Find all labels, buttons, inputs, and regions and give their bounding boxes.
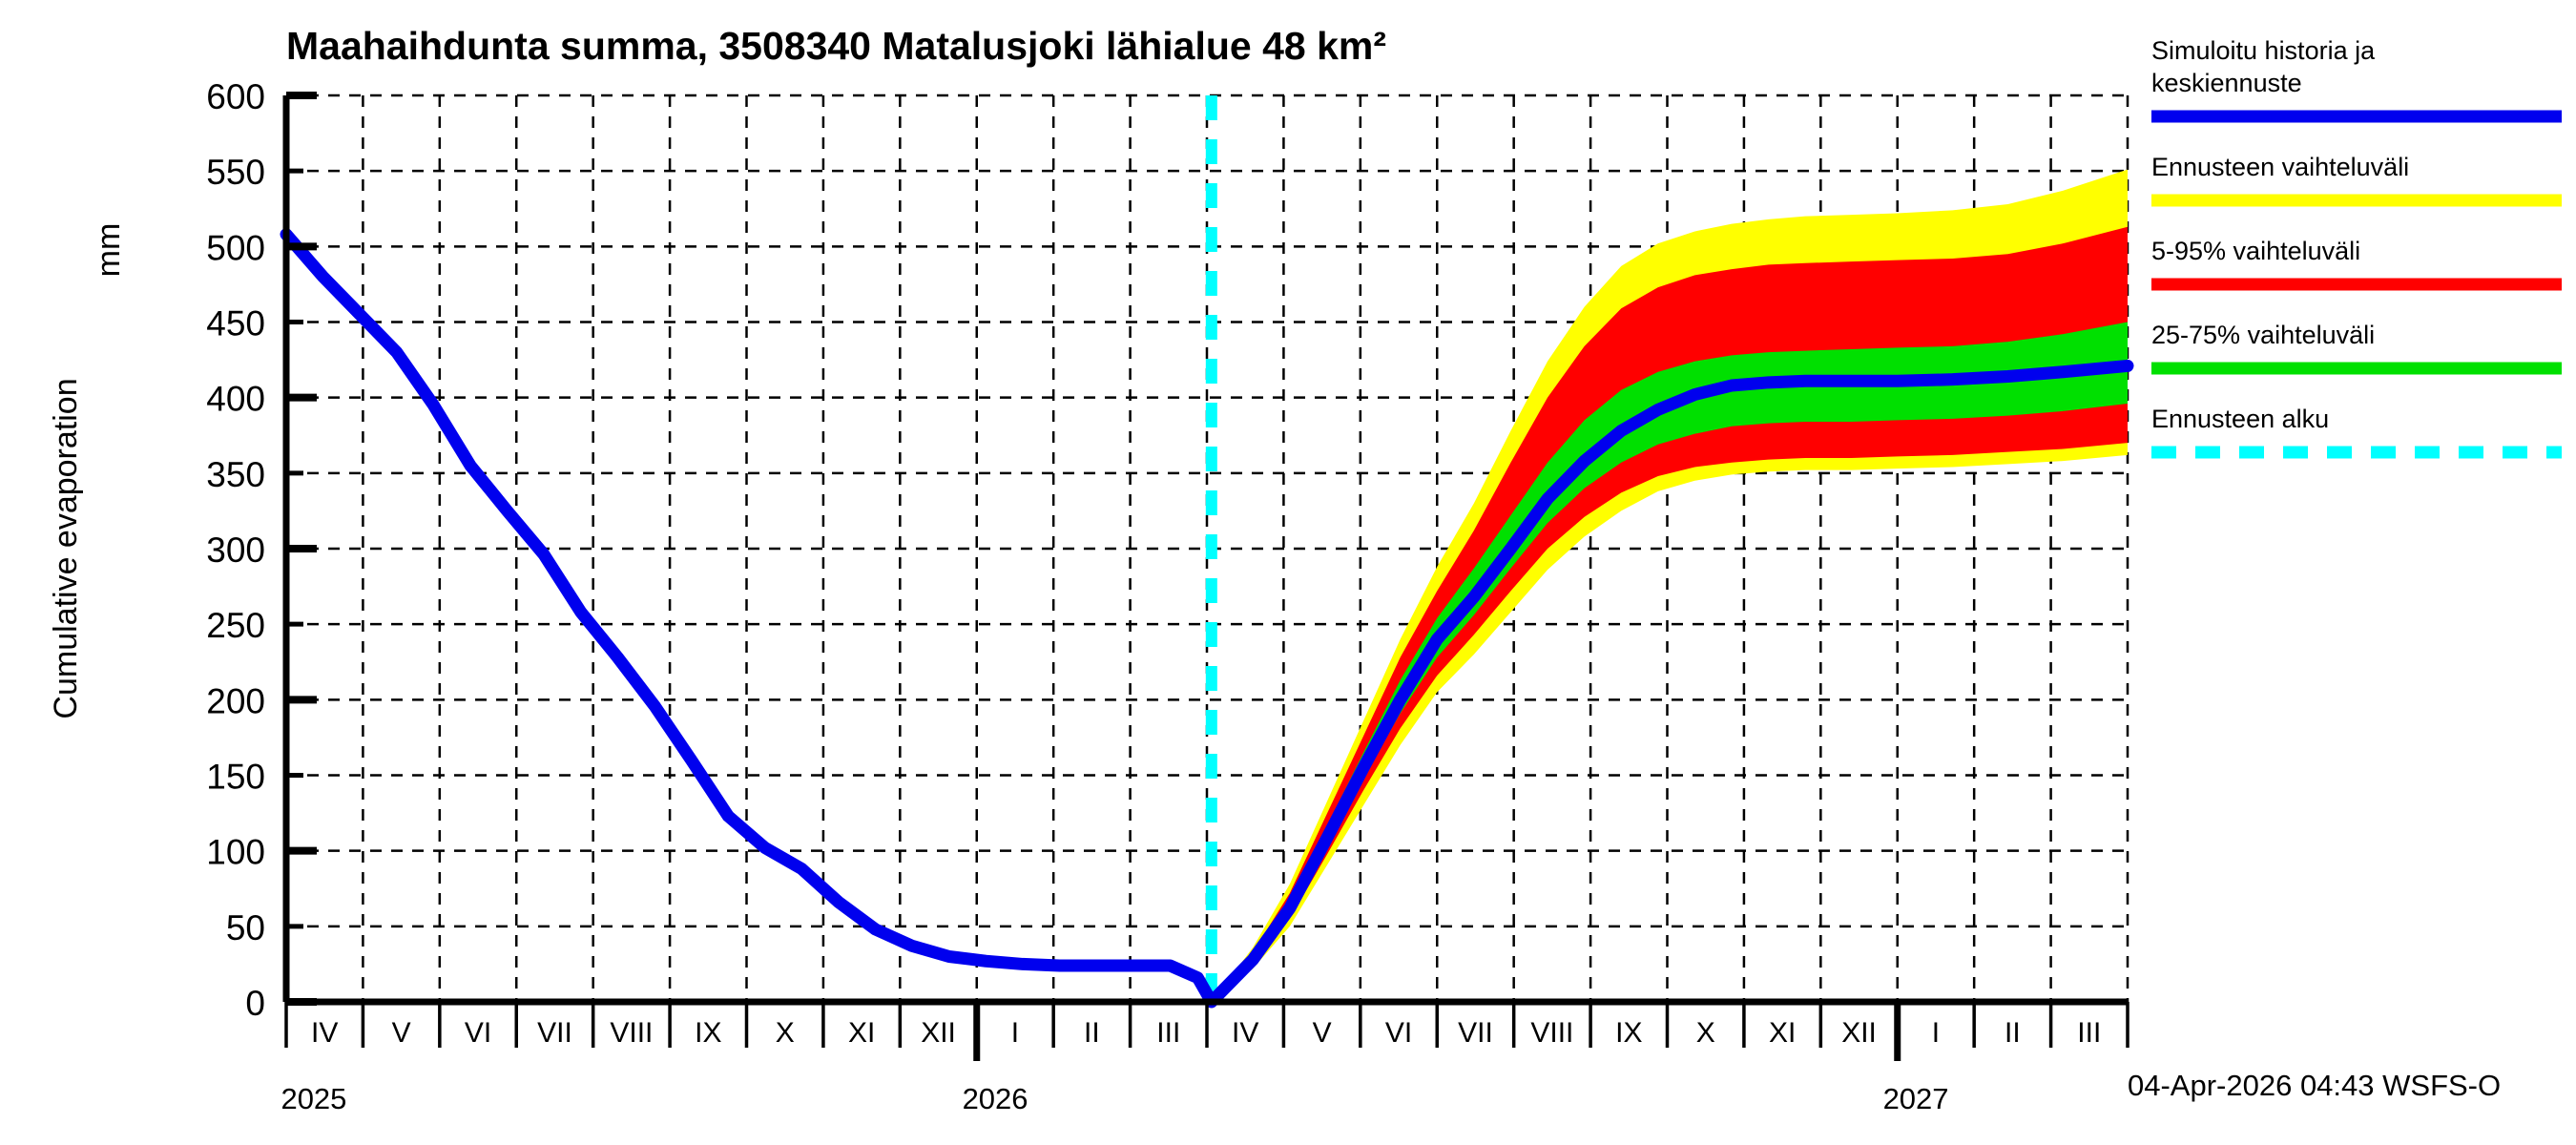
band-range_25_75 (1211, 322, 2128, 1002)
x-month-label: IX (1615, 1017, 1642, 1049)
y-tick-label: 450 (206, 304, 265, 344)
y-axis-unit: mm (91, 223, 127, 278)
x-month-label: XI (848, 1017, 875, 1049)
x-month-label: II (2005, 1017, 2021, 1049)
x-month-label: VI (465, 1017, 491, 1049)
x-month-label: III (1156, 1017, 1180, 1049)
x-month-label: V (1313, 1017, 1332, 1049)
x-month-label: VIII (1530, 1017, 1573, 1049)
y-tick-label: 550 (206, 153, 265, 192)
x-month-label: XI (1769, 1017, 1796, 1049)
y-tick-label: 300 (206, 531, 265, 570)
median-series (280, 228, 2134, 1009)
y-tick-label: 350 (206, 455, 265, 494)
x-month-label: X (776, 1017, 795, 1049)
x-year-label: 2026 (963, 1082, 1028, 1115)
band-range_5_95 (1211, 226, 2128, 1002)
y-tick-label: 0 (245, 984, 265, 1023)
y-tick-label: 200 (206, 681, 265, 720)
y-tick-label: 50 (226, 908, 265, 947)
legend-label-3: 25-75% vaihteluväli (2151, 321, 2375, 349)
x-year-label: 2025 (280, 1082, 346, 1115)
x-axis-ticks: IV V VI VII VIII IX X XI XII I II III IV V VI VII VIII IX… (280, 1002, 2129, 1115)
x-month-label: X (1696, 1017, 1715, 1049)
x-month-label: I (1011, 1017, 1019, 1049)
x-month-label: II (1084, 1017, 1100, 1049)
legend-label-1: Ennusteen vaihteluväli (2151, 153, 2409, 181)
x-month-label: XII (921, 1017, 956, 1049)
series-line-median (280, 228, 2134, 1009)
x-month-label: IV (1232, 1017, 1258, 1049)
y-tick-label: 400 (206, 380, 265, 419)
x-year-label: 2027 (1883, 1082, 1949, 1115)
x-month-label: V (392, 1017, 411, 1049)
x-month-label: IV (311, 1017, 338, 1049)
x-month-label: XII (1841, 1017, 1877, 1049)
y-tick-label: 250 (206, 606, 265, 645)
legend-label-2: 5-95% vaihteluväli (2151, 237, 2360, 265)
x-month-label: I (1932, 1017, 1940, 1049)
legend-label-0: Simuloitu historia ja (2151, 36, 2376, 65)
x-month-label: IX (695, 1017, 721, 1049)
y-tick-label: 100 (206, 833, 265, 872)
legend-label-0: keskiennuste (2151, 69, 2302, 97)
x-month-label: VII (537, 1017, 572, 1049)
legend-label-4: Ennusteen alku (2151, 405, 2329, 433)
y-axis-title: Cumulative evaporation (48, 378, 84, 718)
legend: Simuloitu historia ja keskiennuste Ennuste… (2151, 36, 2562, 459)
y-tick-label: 150 (206, 758, 265, 797)
x-month-label: VIII (610, 1017, 653, 1049)
y-tick-label: 600 (206, 77, 265, 116)
y-axis-ticks: 0 50 100 150 200 250 300 350 400 450 500 550 600 Cumu… (48, 77, 317, 1023)
x-month-label: III (2077, 1017, 2101, 1049)
x-month-label: VI (1385, 1017, 1412, 1049)
y-tick-label: 500 (206, 228, 265, 267)
x-month-label: VII (1458, 1017, 1493, 1049)
